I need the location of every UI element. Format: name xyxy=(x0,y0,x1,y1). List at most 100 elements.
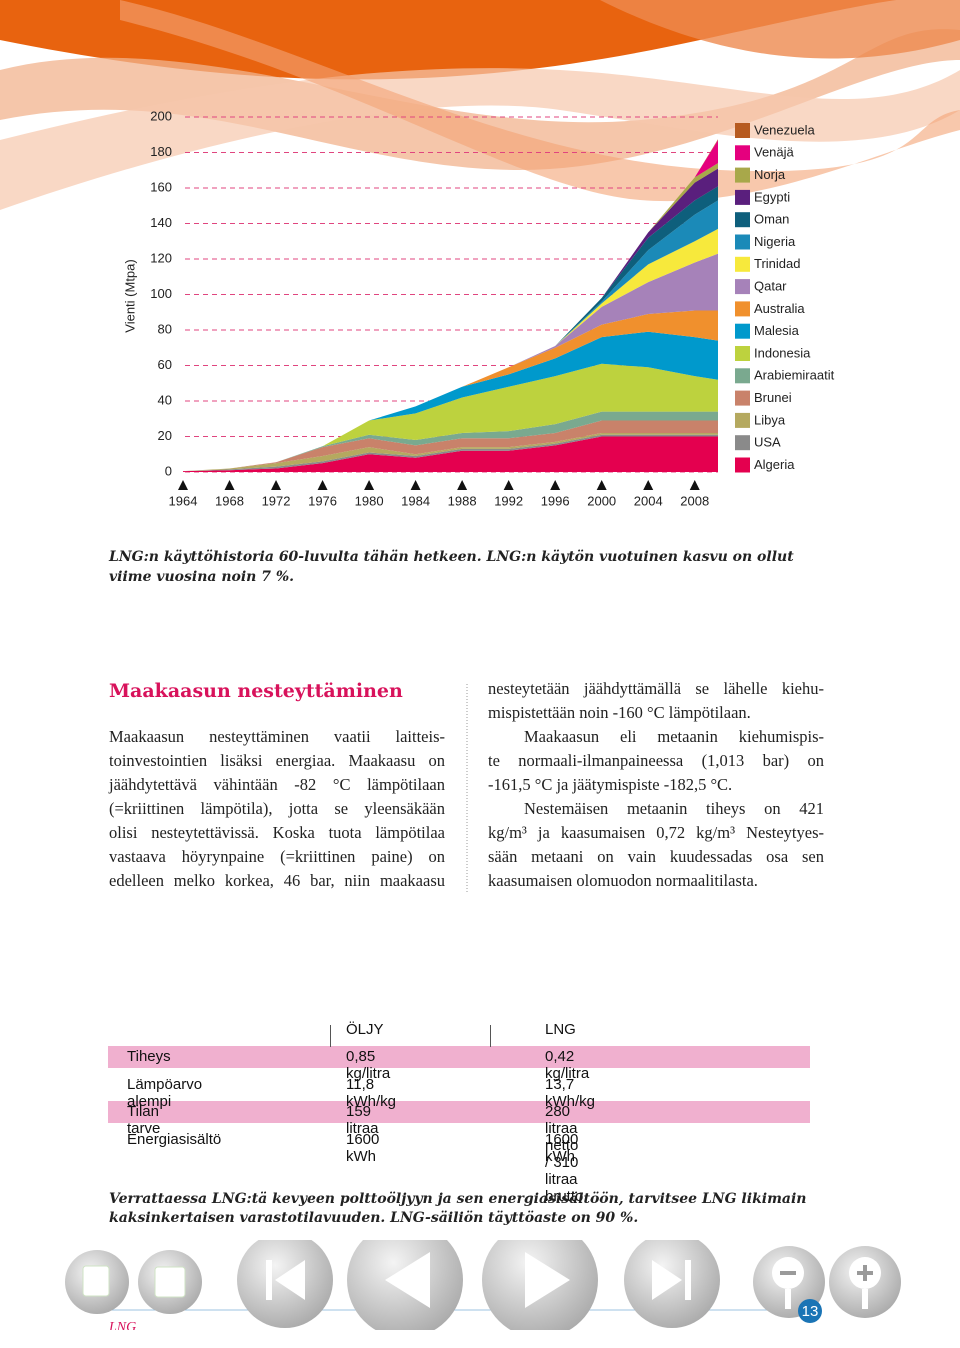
y-tick-label: 200 xyxy=(150,108,172,123)
x-tick-label: 1964 xyxy=(169,493,198,508)
x-tick-label: 2004 xyxy=(634,493,663,508)
legend-swatch xyxy=(735,145,750,161)
next-page-button[interactable] xyxy=(482,1240,598,1330)
table-cell: 159 litraa xyxy=(346,1103,379,1138)
tick-mark xyxy=(317,480,328,490)
zoom-in-button[interactable] xyxy=(829,1246,901,1318)
tick-mark xyxy=(643,480,654,490)
tick-mark xyxy=(689,480,700,490)
legend-label: Nigeria xyxy=(754,234,796,249)
table-cell: LNG xyxy=(545,1021,576,1038)
area xyxy=(183,253,718,472)
y-tick-label: 80 xyxy=(158,321,172,336)
table-cell: ÖLJY xyxy=(346,1021,384,1038)
x-tick-label: 1984 xyxy=(401,493,430,508)
y-tick-label: 140 xyxy=(150,215,172,230)
text-line: edelleen melko korkea, 46 bar, niin maak… xyxy=(109,871,445,890)
legend-label: Indonesia xyxy=(754,345,811,360)
page-number: 13 xyxy=(802,1303,819,1320)
text-line: jäähdytettävä vähintään -82 °C lämpötila… xyxy=(109,775,445,794)
area xyxy=(183,310,718,472)
text-line: kaasumaisen olomuodon normaalitilasta. xyxy=(488,871,758,890)
first-page-button[interactable] xyxy=(237,1240,333,1328)
legend-swatch xyxy=(735,323,750,339)
tick-mark xyxy=(410,480,421,490)
text-line: -161,5 °C ja jäätymispiste -182,5 °C. xyxy=(488,775,733,794)
x-tick-label: 1976 xyxy=(308,493,337,508)
y-tick-label: 120 xyxy=(150,250,172,265)
table-cell: 1600 kWh xyxy=(545,1130,579,1165)
text-line: (=kriittinen lämpötila), jotta se yleens… xyxy=(109,799,445,818)
table-cell: 280 litraa netto / 310 litraa brutto xyxy=(545,1103,584,1206)
area xyxy=(183,420,718,472)
area xyxy=(183,331,718,472)
tick-mark xyxy=(503,480,514,490)
previous-page-button[interactable] xyxy=(347,1240,463,1330)
table-cell: Lämpöarvo alempi xyxy=(127,1075,203,1110)
table-cell: Energiasisältö xyxy=(127,1130,222,1148)
tick-mark xyxy=(224,480,235,490)
x-tick-label: 1972 xyxy=(262,493,291,508)
chart: Vienti (Mtpa) 0 20 40 60 80 100 120 140 160 180 20… xyxy=(122,108,835,508)
text-line: toinvestointien lisäksi energiaa. Maakaa… xyxy=(109,751,445,770)
text-line: vastaava höyrynpaine (=kriittinen paine)… xyxy=(109,847,445,866)
legend-swatch xyxy=(735,457,750,473)
wave xyxy=(120,0,960,202)
save-button[interactable] xyxy=(138,1250,202,1314)
x-tick-label: 2000 xyxy=(587,493,616,508)
legend-label: Qatar xyxy=(754,279,787,294)
tick-mark xyxy=(596,480,607,490)
last-page-button[interactable] xyxy=(624,1240,720,1328)
text-line: sään metaani on vain kuudessadas osa sen xyxy=(488,847,824,866)
y-tick-label: 20 xyxy=(158,428,172,443)
area xyxy=(183,432,718,472)
y-tick-label: 180 xyxy=(150,144,172,159)
table-cell: 0,85 kg/litra xyxy=(346,1048,391,1082)
legend-label: Arabiemiraatit xyxy=(754,368,835,383)
legend-label: Venezuela xyxy=(754,122,815,137)
y-tick-label: 40 xyxy=(158,392,172,407)
tick-mark xyxy=(271,480,282,490)
print-button[interactable] xyxy=(65,1250,129,1314)
column: nesteytetään jäähdyttämällä se lähelle k… xyxy=(488,677,824,893)
x-tick-label: 1992 xyxy=(494,493,523,508)
text-line: nesteytetään jäähdyttämällä se lähelle k… xyxy=(488,679,824,698)
column-rule xyxy=(490,1025,491,1047)
legend-swatch xyxy=(735,212,750,228)
text-line: olisi nesteytettävissä. Koska tuota lämp… xyxy=(109,823,445,842)
footer-label: LNG xyxy=(108,1320,136,1330)
text-line: te normaali-ilmanpaineessa (1,013 bar) o… xyxy=(488,751,824,770)
text-line: mispistettään noin -160 °C lämpötilaan. xyxy=(488,703,751,722)
legend-label: Egypti xyxy=(754,189,790,204)
legend-swatch xyxy=(735,368,750,384)
caption: LNG:n käyttöhistoria 60-luvulta tähän he… xyxy=(109,549,794,565)
area xyxy=(183,436,718,472)
table-cell: 13,7 kWh/kg xyxy=(545,1075,596,1110)
legend-swatch xyxy=(735,167,750,183)
text-line: Maakaasun eli metaanin kiehumispis- xyxy=(524,727,824,746)
text-line: kg/m³ ja kaasumaisen 0,72 kg/m³ Nesteyty… xyxy=(488,823,824,842)
column: Maakaasun nesteyttäminen vaatii laitteis… xyxy=(109,725,445,893)
legend-swatch xyxy=(735,346,750,361)
legend-label: Oman xyxy=(754,212,789,227)
area xyxy=(183,363,718,472)
legend-swatch xyxy=(735,189,750,205)
column-rule xyxy=(330,1025,331,1047)
footnote: kaksinkertaisen varastotilavuuden. LNG-s… xyxy=(109,1210,639,1226)
table-cell: 1600 kWh xyxy=(346,1130,380,1165)
wave xyxy=(0,68,960,210)
y-tick-label: 100 xyxy=(150,286,172,301)
toolbar: 13 LNG xyxy=(65,1240,901,1330)
table-cell: 11,8 kWh/kg xyxy=(346,1075,397,1110)
text-line: Nestemäisen metaanin tiheys on 421 xyxy=(524,799,824,818)
legend-label: Brunei xyxy=(754,390,792,405)
legend-label: Australia xyxy=(754,301,805,316)
page-badge xyxy=(798,1299,822,1323)
heading: Maakaasun nesteyttäminen xyxy=(109,680,403,702)
tick-mark xyxy=(364,480,375,490)
x-tick-label: 1968 xyxy=(215,493,244,508)
text-line: Maakaasun nesteyttäminen vaatii laitteis… xyxy=(109,727,445,746)
y-axis-label: Vienti (Mtpa) xyxy=(122,259,137,332)
